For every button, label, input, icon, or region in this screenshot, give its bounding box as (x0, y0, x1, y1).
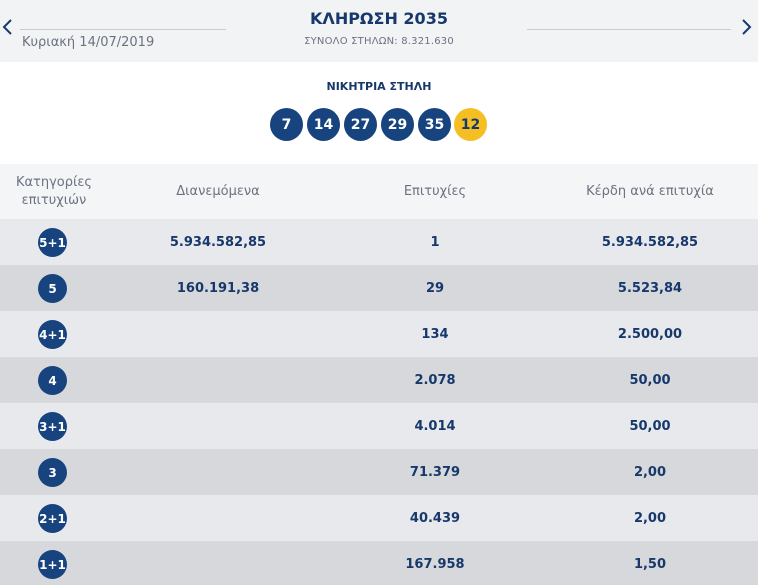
category-badge: 3+1 (38, 412, 67, 441)
winners-value: 40.439 (409, 510, 461, 526)
winning-ball: 35 (418, 108, 451, 141)
category-badge: 4 (38, 366, 67, 395)
table-row: 5+1 5.934.582,85 1 5.934.582,85 (0, 219, 758, 265)
winning-ball: 14 (307, 108, 340, 141)
distributed-value (108, 495, 328, 541)
distributed-value: 5.934.582,85 (169, 234, 267, 250)
prize-value: 2,00 (633, 510, 667, 526)
winners-value: 71.379 (409, 464, 461, 480)
table-row: 3+1 4.014 50,00 (0, 403, 758, 449)
header-winners: Επιτυχίες (403, 184, 467, 199)
chevron-left-icon (2, 19, 12, 35)
winners-value: 29 (425, 280, 445, 296)
header-distributed: Διανεμόμενα (176, 184, 260, 199)
distributed-value (108, 311, 328, 357)
draw-title: ΚΛΗΡΩΣΗ 2035 (310, 9, 448, 28)
table-row: 2+1 40.439 2,00 (0, 495, 758, 541)
table-row: 4+1 134 2.500,00 (0, 311, 758, 357)
winners-value: 2.078 (414, 372, 456, 388)
chevron-right-icon (742, 19, 752, 35)
draw-date: Κυριακή 14/07/2019 (22, 35, 155, 50)
distributed-value (108, 403, 328, 449)
category-badge: 5 (38, 274, 67, 303)
winning-ball: 29 (381, 108, 414, 141)
winners-value: 134 (421, 326, 449, 342)
winning-ball: 7 (270, 108, 303, 141)
category-badge: 3 (38, 458, 67, 487)
prize-value: 2.500,00 (617, 326, 683, 342)
distributed-value (108, 357, 328, 403)
draw-header: ΚΛΗΡΩΣΗ 2035 ΣΥΝΟΛΟ ΣΤΗΛΩΝ: 8.321.630 Κυ… (0, 0, 758, 62)
prize-value: 5.934.582,85 (601, 234, 699, 250)
distributed-value (108, 449, 328, 495)
prize-value: 2,00 (633, 464, 667, 480)
distributed-value (108, 541, 328, 585)
prev-draw-button[interactable] (0, 16, 14, 38)
total-columns: ΣΥΝΟΛΟ ΣΤΗΛΩΝ: 8.321.630 (304, 36, 454, 47)
header-divider-right (527, 29, 731, 30)
table-header: Κατηγορίες επιτυχιών Διανεμόμενα Επιτυχίε… (0, 164, 758, 219)
header-divider-left (20, 29, 226, 30)
category-badge: 5+1 (38, 228, 67, 257)
winners-value: 4.014 (414, 418, 456, 434)
table-row: 5 160.191,38 29 5.523,84 (0, 265, 758, 311)
header-prize: Κέρδη ανά επιτυχία (586, 184, 714, 199)
header-categories: Κατηγορίες επιτυχιών (0, 164, 108, 219)
prize-value: 1,50 (633, 556, 667, 572)
joker-ball: 12 (454, 108, 487, 141)
winning-ball: 27 (344, 108, 377, 141)
table-row: 4 2.078 50,00 (0, 357, 758, 403)
header-categories-line2: επιτυχιών (21, 192, 87, 208)
header-categories-line1: Κατηγορίες (15, 174, 93, 190)
prize-value: 50,00 (629, 372, 671, 388)
winners-value: 167.958 (405, 556, 465, 572)
winning-column-label: ΝΙΚΗΤΡΙΑ ΣΤΗΛΗ (326, 80, 432, 93)
table-row: 1+1 167.958 1,50 (0, 541, 758, 585)
winners-value: 1 (430, 234, 440, 250)
prize-value: 50,00 (629, 418, 671, 434)
prize-table: Κατηγορίες επιτυχιών Διανεμόμενα Επιτυχίε… (0, 164, 758, 585)
table-row: 3 71.379 2,00 (0, 449, 758, 495)
category-badge: 2+1 (38, 504, 67, 533)
category-badge: 1+1 (38, 550, 67, 579)
next-draw-button[interactable] (740, 16, 754, 38)
category-badge: 4+1 (38, 320, 67, 349)
prize-value: 5.523,84 (617, 280, 683, 296)
distributed-value: 160.191,38 (176, 280, 260, 296)
